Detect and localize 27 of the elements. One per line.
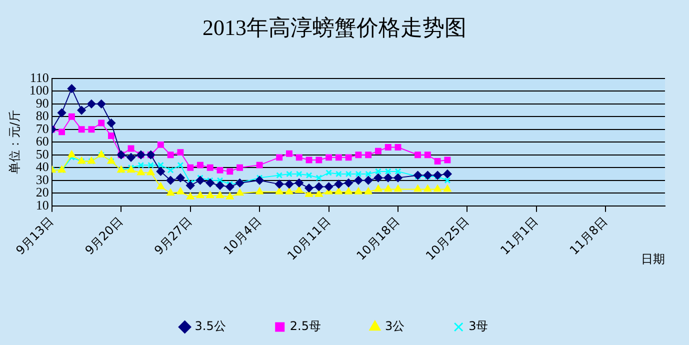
x-axis-title: 日期 [641,252,665,266]
x-tick-label: 11月8日 [566,214,610,258]
y-tick-label: 100 [29,82,49,98]
y-tick-label: 70 [36,120,49,136]
y-tick-label: 60 [36,134,49,149]
x-tick-label: 9月13日 [13,214,56,258]
y-tick-label: 50 [36,146,49,162]
y-tick-label: 110 [30,70,49,85]
chart-title: 2013年高淳螃蟹价格走势图 [202,14,466,40]
x-tick-label: 10月4日 [220,214,264,258]
y-tick-label: 20 [36,184,49,200]
legend-label: 3.5公 [194,319,226,334]
x-tick-label: 11月1日 [498,214,541,258]
y-axis-title: 单位：元/斤 [7,110,22,174]
y-tick-label: 10 [36,197,49,212]
y-tick-label: 40 [36,159,49,174]
x-tick-label: 10月25日 [423,214,472,263]
legend-label: 2.5母 [290,319,321,334]
x-tick-label: 9月20日 [82,214,126,258]
legend-label: 3母 [468,319,488,334]
y-tick-label: 80 [36,108,49,124]
y-tick-label: 30 [36,172,49,187]
x-tick-label: 10月11日 [284,214,334,263]
legend-label: 3公 [384,319,405,334]
y-tick-label: 90 [36,95,49,110]
x-tick-label: 10月18日 [354,214,402,263]
x-tick-label: 9月27日 [152,214,195,258]
